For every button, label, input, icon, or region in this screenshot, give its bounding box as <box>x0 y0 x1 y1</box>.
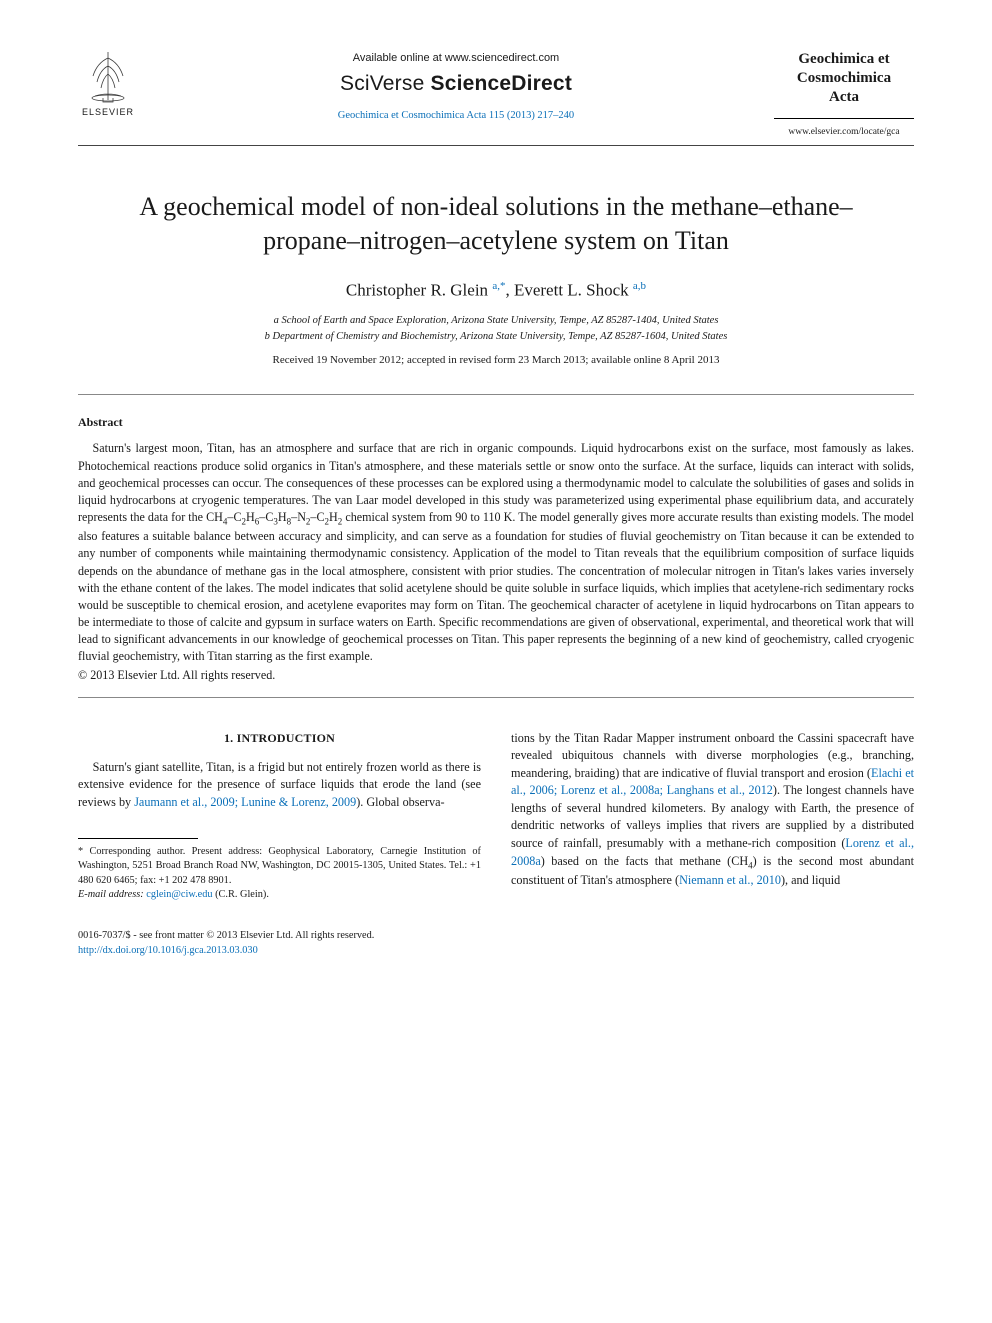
citation-link[interactable]: Jaumann et al., 2009; Lunine & Lorenz, 2… <box>134 795 356 809</box>
page-header: ELSEVIER Available online at www.science… <box>78 48 914 137</box>
citation-link[interactable]: Niemann et al., 2010 <box>679 873 781 887</box>
email-link[interactable]: cglein@ciw.edu <box>146 889 212 900</box>
right-column: tions by the Titan Radar Mapper instrume… <box>511 730 914 903</box>
journal-branding: Geochimica et Cosmochimica Acta www.else… <box>774 48 914 137</box>
journal-title: Geochimica et Cosmochimica Acta <box>774 50 914 108</box>
issn-copyright: 0016-7037/$ - see front matter © 2013 El… <box>78 929 914 944</box>
body-columns: 1. INTRODUCTION Saturn's giant satellite… <box>78 730 914 903</box>
elsevier-tree-icon <box>83 48 133 104</box>
front-matter-footer: 0016-7037/$ - see front matter © 2013 El… <box>78 929 914 959</box>
publisher-name: ELSEVIER <box>82 107 134 117</box>
affiliation-b: b Department of Chemistry and Biochemist… <box>78 329 914 345</box>
doi-link[interactable]: http://dx.doi.org/10.1016/j.gca.2013.03.… <box>78 944 914 959</box>
author-1-affiliation-link[interactable]: a, <box>492 280 500 292</box>
journal-url[interactable]: www.elsevier.com/locate/gca <box>774 127 914 137</box>
journal-reference-link[interactable]: Geochimica et Cosmochimica Acta 115 (201… <box>138 110 774 121</box>
elsevier-logo: ELSEVIER <box>78 48 138 117</box>
intro-paragraph-left: Saturn's giant satellite, Titan, is a fr… <box>78 759 481 812</box>
authors-line: Christopher R. Glein a,*, Everett L. Sho… <box>78 280 914 301</box>
corresponding-author-footnote: * Corresponding author. Present address:… <box>78 845 481 889</box>
section-1-heading: 1. INTRODUCTION <box>78 730 481 747</box>
author-2: Everett L. Shock <box>514 281 629 300</box>
platform-brand: SciVerse ScienceDirect <box>138 72 774 96</box>
available-online-text: Available online at www.sciencedirect.co… <box>138 52 774 64</box>
abstract-copyright: © 2013 Elsevier Ltd. All rights reserved… <box>78 668 914 683</box>
author-1: Christopher R. Glein <box>346 281 488 300</box>
abstract-bottom-rule <box>78 697 914 698</box>
abstract-top-rule <box>78 394 914 395</box>
author-2-affiliation-link[interactable]: a,b <box>633 280 646 292</box>
intro-paragraph-right: tions by the Titan Radar Mapper instrume… <box>511 730 914 890</box>
center-header: Available online at www.sciencedirect.co… <box>138 48 774 121</box>
header-separator <box>78 145 914 146</box>
affiliation-a: a School of Earth and Space Exploration,… <box>78 313 914 329</box>
email-footnote: E-mail address: cglein@ciw.edu (C.R. Gle… <box>78 888 481 903</box>
abstract-heading: Abstract <box>78 415 914 430</box>
abstract-paragraph: Saturn's largest moon, Titan, has an atm… <box>78 440 914 665</box>
journal-rule <box>774 118 914 119</box>
affiliations: a School of Earth and Space Exploration,… <box>78 313 914 345</box>
left-column: 1. INTRODUCTION Saturn's giant satellite… <box>78 730 481 903</box>
article-dates: Received 19 November 2012; accepted in r… <box>78 354 914 366</box>
footnote-rule <box>78 838 198 839</box>
article-title: A geochemical model of non-ideal solutio… <box>118 190 874 259</box>
platform-name: ScienceDirect <box>431 72 573 95</box>
platform-prefix: SciVerse <box>340 72 431 95</box>
author-separator: , <box>505 281 514 300</box>
